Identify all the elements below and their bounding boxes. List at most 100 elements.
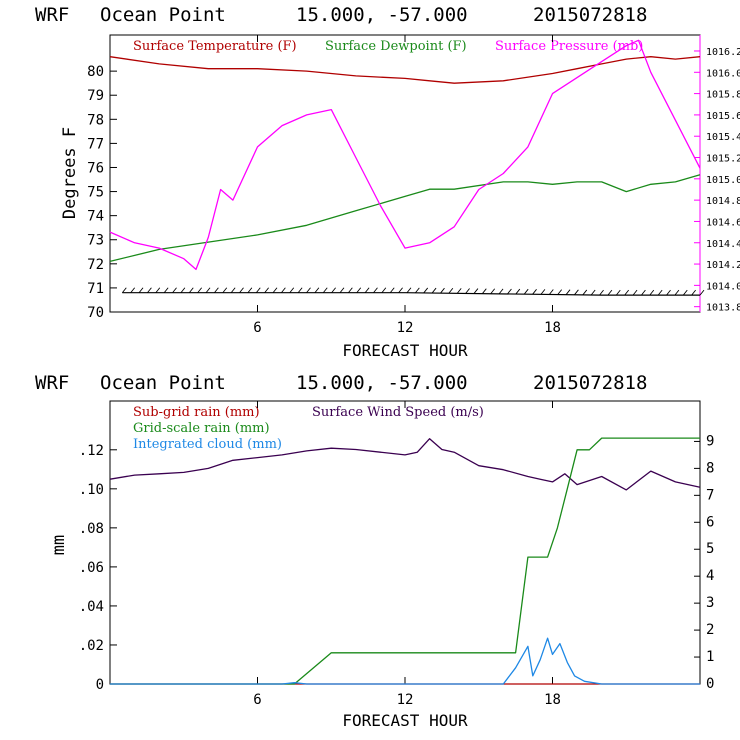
chart2-series-grid-scale-rain [110,437,700,685]
chart1-wind-barb-29 [364,287,370,294]
chart1-wind-barb-46 [507,288,512,295]
chart1-wind-barb-59 [615,289,621,296]
chart1-wind-barb-20 [289,287,295,294]
chart2-ylabel: mm [49,535,69,555]
chart1-wind-barb-49 [532,289,537,295]
chart1-wind-barb-54 [574,289,579,296]
chart1-wind-barb-10 [205,287,211,294]
chart2-y2tick-label-9: 9 [706,433,714,449]
chart1-wind-barb-65 [666,289,671,296]
chart1-wind-barb-1 [130,287,136,294]
chart2-ytick-label-5: .10 [79,482,104,498]
chart1-wind-barb-40 [456,288,462,294]
chart1-wind-barb-36 [423,287,429,294]
chart2-ytick-label-0: 0 [96,677,104,693]
chart1-wind-barb-42 [473,288,479,294]
chart2-ytick-label-6: .12 [79,443,104,459]
chart2-legend-cloud: Integrated cloud (mm) [133,437,282,452]
chart1-wind-barb-38 [440,287,445,294]
chart1-y2tick-label-1: 1014.0 [706,281,740,292]
chart2-y2tick-label-1: 1 [706,649,714,665]
chart1-wind-barb-23 [314,287,320,294]
chart2-ytick-label-3: .06 [79,560,104,576]
chart2-y2tick-label-8: 8 [706,460,714,476]
chart1-wind-barb-30 [373,287,378,294]
chart1-title-coords: 15.000, -57.000 [296,4,468,26]
chart1-wind-barb-19 [281,287,286,294]
chart1-wind-barb-63 [649,289,655,296]
chart2-xtick-label-2: 18 [544,692,561,708]
chart1-wind-barb-51 [548,289,554,295]
chart1-wind-barb-27 [348,287,353,294]
chart1-wind-barb-25 [331,287,336,294]
chart1-wind-barb-4 [155,287,161,294]
chart2-title-coords: 15.000, -57.000 [296,372,468,394]
chart1-ytick-label-2: 72 [87,257,104,273]
chart1-title-location: Ocean Point [100,4,226,26]
chart1-legend-dewpoint: Surface Dewpoint (F) [325,39,467,54]
chart1-wind-barb-32 [389,287,395,294]
chart1-y2tick-label-4: 1014.6 [706,217,740,228]
chart1-title-model: WRF [35,4,69,26]
chart2-legend-grid-rain: Grid-scale rain (mm) [133,421,270,436]
chart1-wind-barb-15 [247,287,253,294]
chart1-wind-barb-69 [699,289,705,296]
chart1-wind-barb-6 [172,287,177,294]
chart1-wind-barb-3 [147,287,152,294]
chart1-title-run: 2015072818 [533,4,647,26]
chart1-wind-barb-2 [138,287,144,294]
chart1-wind-barb-marks [121,287,705,296]
chart1-ytick-label-1: 71 [87,281,104,297]
chart1-wind-barb-34 [406,287,412,294]
chart1-wind-barb-61 [632,289,638,296]
chart1-wind-barb-13 [230,287,236,294]
chart1-y2tick-label-12: 1016.2 [706,47,740,58]
chart1-ytick-label-6: 76 [87,160,104,176]
chart1-series-surface-wind-barbs [122,292,700,296]
chart1-wind-barb-28 [356,287,362,294]
chart2-y2tick-label-7: 7 [706,487,714,503]
chart1-xtick-label-1: 12 [397,320,414,336]
chart2-xtick-label-0: 6 [253,692,261,708]
chart1-wind-barb-17 [264,287,269,294]
chart1-wind-barb-18 [272,287,278,294]
chart2-lines [109,437,701,685]
chart1-y2tick-label-11: 1016.0 [706,68,740,79]
chart1-ytick-label-9: 79 [87,88,104,104]
chart1-wind-barb-16 [255,287,261,294]
chart1-y2tick-label-9: 1015.6 [706,111,740,122]
chart1-wind-barb-31 [381,287,387,294]
chart1-y2tick-label-2: 1014.2 [706,260,740,271]
chart1-series-surface-temperature [109,56,701,84]
chart1-wind-barb-37 [431,287,437,294]
chart1-plot-frame [109,34,701,313]
chart1-ytick-label-3: 73 [87,233,104,249]
chart1-ytick-label-10: 80 [87,64,104,80]
chart1-wind-barb-39 [448,287,454,294]
chart2-y2tick-label-5: 5 [706,541,714,557]
chart1-wind-barb-7 [180,287,186,294]
chart1-wind-barb-43 [481,288,487,294]
chart1-ylabel: Degrees F [60,127,80,219]
chart2-legend-subgrid-rain: Sub-grid rain (mm) [133,405,260,420]
chart2-ytick-label-2: .04 [79,599,104,615]
chart1-wind-barb-57 [599,289,604,296]
chart1-y2tick-label-7: 1015.2 [706,154,740,165]
chart1-wind-barb-26 [339,287,345,294]
chart1-wind-barb-12 [222,287,228,294]
chart2-series-integrated-cloud [110,637,700,685]
chart2-title-run: 2015072818 [533,372,647,394]
chart1-wind-barb-41 [465,288,470,294]
chart2-y2tick-label-4: 4 [706,568,714,584]
chart1-y2tick-label-10: 1015.8 [706,90,740,101]
chart2-xtick-label-1: 12 [397,692,414,708]
chart1-ytick-label-5: 75 [87,185,104,201]
chart2-title-model: WRF [35,372,69,394]
chart1-wind-barb-14 [239,287,244,294]
chart2-xlabel: FORECAST HOUR [342,711,468,730]
chart1-wind-barb-56 [590,289,596,296]
chart1-wind-barb-50 [540,289,546,295]
chart2-y2tick-label-3: 3 [706,595,714,611]
